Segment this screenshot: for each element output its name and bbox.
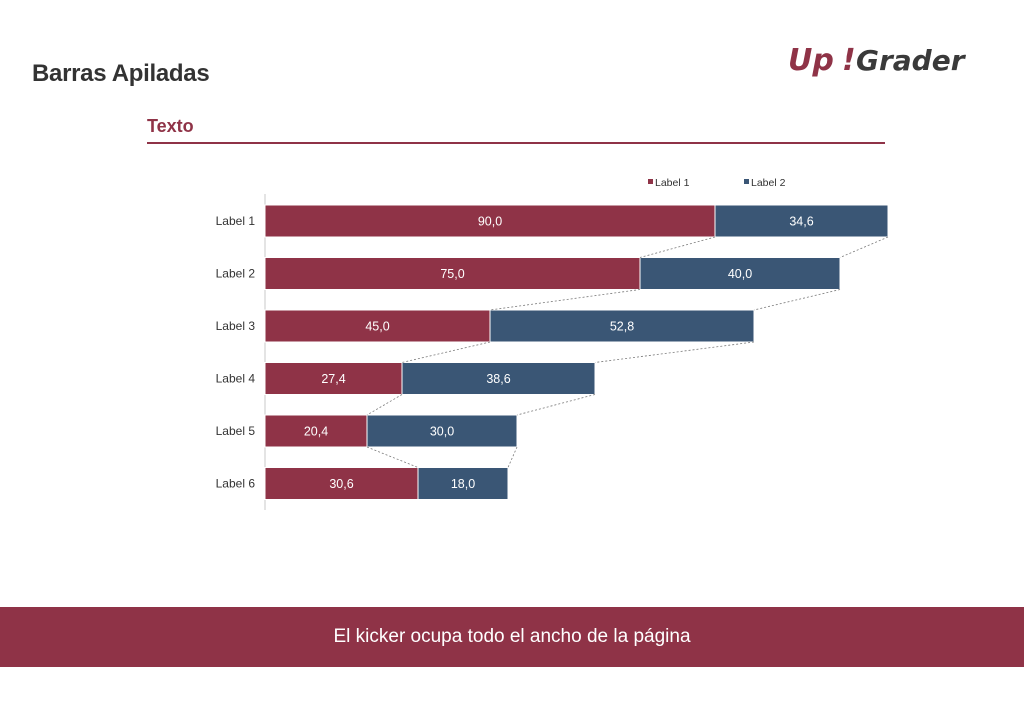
series-line — [839, 236, 889, 258]
legend-label: Label 2 — [751, 177, 786, 189]
bar-series1 — [264, 414, 368, 448]
data-label: 90,0 — [478, 215, 502, 229]
section-heading: Texto — [147, 116, 194, 136]
data-label: 38,6 — [486, 372, 510, 386]
category-label: Label 4 — [216, 372, 256, 386]
data-label: 52,8 — [610, 320, 634, 334]
kicker-text: El kicker ocupa todo el ancho de la pági… — [333, 626, 691, 647]
bar-series1 — [264, 204, 716, 238]
category-label: Label 3 — [216, 319, 256, 333]
data-label: 75,0 — [440, 267, 464, 281]
data-label: 34,6 — [789, 215, 813, 229]
bar-series2 — [366, 414, 518, 448]
bar-series1 — [264, 257, 641, 290]
bar-series1 — [264, 309, 491, 343]
logo-text-left: Up — [788, 43, 834, 78]
section-divider — [147, 142, 885, 144]
bar-series1 — [264, 362, 403, 395]
category-label: Label 5 — [216, 424, 256, 438]
category-label: Label 1 — [216, 214, 256, 228]
data-label: 27,4 — [321, 372, 345, 386]
logo-exclamation: ! — [842, 43, 856, 78]
series-line — [516, 394, 596, 416]
series-line — [366, 394, 403, 416]
legend-label: Label 1 — [655, 177, 690, 189]
stacked-bar-chart: Label 1 90,0 34,6 Label 2 75,0 40,0 Label 3 45,… — [216, 177, 889, 510]
data-label: 40,0 — [728, 267, 752, 281]
legend-swatch — [744, 179, 749, 184]
logo-text-right: Grader — [856, 44, 967, 77]
kicker-band: El kicker ocupa todo el ancho de la pági… — [0, 607, 1024, 667]
bar-series2 — [489, 309, 755, 343]
series-line — [639, 236, 716, 258]
bar-series2 — [417, 467, 509, 500]
data-label: 45,0 — [365, 320, 389, 334]
series-line — [489, 289, 641, 311]
series-line — [366, 446, 419, 468]
bar-series2 — [714, 204, 889, 238]
series-line — [507, 446, 518, 468]
data-label: 20,4 — [304, 425, 328, 439]
series-line — [594, 341, 755, 363]
series-line — [401, 341, 491, 363]
series-line — [753, 289, 841, 311]
upgrader-logo: Up ! Grader — [788, 43, 967, 78]
data-label: 30,6 — [329, 477, 353, 491]
bar-series1 — [264, 467, 419, 500]
legend-swatch — [648, 179, 653, 184]
bar-series2 — [401, 362, 596, 395]
category-label: Label 2 — [216, 267, 256, 281]
data-label: 30,0 — [430, 425, 454, 439]
bar-series2 — [639, 257, 841, 290]
page-title: Barras Apiladas — [32, 60, 210, 87]
category-label: Label 6 — [216, 477, 256, 491]
data-label: 18,0 — [451, 477, 475, 491]
